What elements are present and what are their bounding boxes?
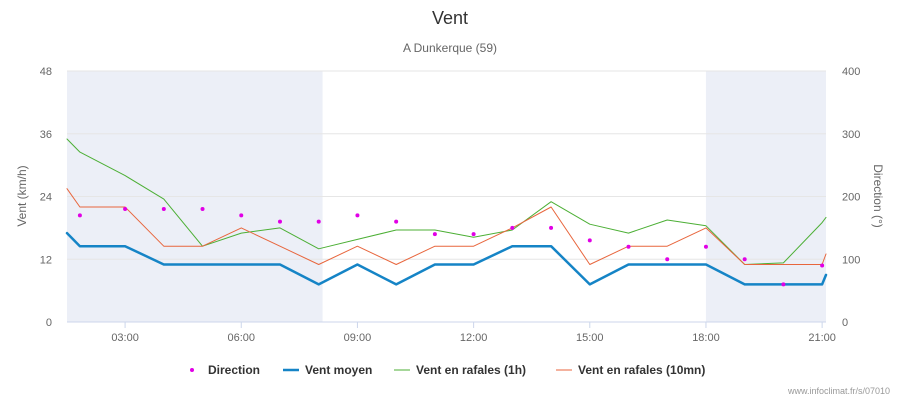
direction-point[interactable] bbox=[742, 257, 747, 262]
x-tick-label: 15:00 bbox=[576, 332, 604, 344]
direction-point[interactable] bbox=[355, 213, 360, 218]
direction-point[interactable] bbox=[549, 225, 554, 230]
direction-point[interactable] bbox=[123, 207, 128, 212]
direction-point[interactable] bbox=[626, 244, 631, 249]
y-left-tick-label: 0 bbox=[46, 317, 52, 329]
direction-point[interactable] bbox=[510, 225, 515, 230]
y-left-tick-label: 24 bbox=[40, 192, 52, 204]
series-line-vent-en-rafales-10mn[interactable] bbox=[66, 188, 827, 265]
grid-lines bbox=[67, 70, 826, 323]
direction-point[interactable] bbox=[394, 219, 399, 224]
direction-point[interactable] bbox=[316, 219, 321, 224]
y-right-tick-label: 200 bbox=[842, 192, 860, 204]
y-right-tick-label: 400 bbox=[842, 66, 860, 78]
chart-subtitle: A Dunkerque (59) bbox=[403, 41, 497, 55]
direction-point[interactable] bbox=[432, 232, 437, 237]
legend-item-direction[interactable]: Direction bbox=[190, 363, 260, 377]
legend-item-vent-moyen[interactable]: Vent moyen bbox=[283, 363, 372, 377]
y-axis-left: 0 12 24 36 48 bbox=[40, 66, 52, 329]
legend-label: Vent en rafales (1h) bbox=[416, 363, 526, 377]
y-left-tick-label: 12 bbox=[40, 254, 52, 266]
y-left-tick-label: 36 bbox=[40, 129, 52, 141]
y-axis-right-title: Direction (°) bbox=[871, 164, 885, 227]
plot-area bbox=[65, 138, 828, 287]
x-axis: 03:00 06:00 09:00 12:00 15:00 18:00 21:00 bbox=[111, 322, 836, 344]
chart-title: Vent bbox=[432, 8, 468, 28]
y-axis-right: 0 100 200 300 400 bbox=[842, 66, 860, 329]
x-tick-label: 06:00 bbox=[227, 332, 255, 344]
credits-link[interactable]: www.infoclimat.fr/s/07010 bbox=[787, 386, 890, 396]
series-line-vent-moyen[interactable] bbox=[65, 231, 828, 286]
x-tick-label: 12:00 bbox=[460, 332, 488, 344]
direction-point[interactable] bbox=[161, 207, 166, 212]
legend-label: Direction bbox=[208, 363, 260, 377]
direction-point[interactable] bbox=[665, 257, 670, 262]
direction-point[interactable] bbox=[587, 238, 592, 243]
legend-item-vent-en-rafales-10mn[interactable]: Vent en rafales (10mn) bbox=[556, 363, 705, 377]
legend-symbol bbox=[190, 368, 194, 372]
direction-point[interactable] bbox=[471, 232, 476, 237]
direction-point[interactable] bbox=[200, 207, 205, 212]
legend: Direction Vent moyen Vent en rafales (1h) V… bbox=[190, 363, 705, 377]
direction-point[interactable] bbox=[820, 263, 825, 268]
x-tick-label: 21:00 bbox=[808, 332, 836, 344]
x-tick-label: 03:00 bbox=[111, 332, 139, 344]
legend-label: Vent en rafales (10mn) bbox=[578, 363, 705, 377]
direction-point[interactable] bbox=[239, 213, 244, 218]
y-left-tick-label: 48 bbox=[40, 66, 52, 78]
direction-point[interactable] bbox=[77, 213, 82, 218]
x-tick-label: 09:00 bbox=[344, 332, 372, 344]
y-right-tick-label: 100 bbox=[842, 254, 860, 266]
direction-point[interactable] bbox=[781, 282, 786, 287]
legend-label: Vent moyen bbox=[305, 363, 372, 377]
x-tick-label: 18:00 bbox=[692, 332, 720, 344]
direction-point[interactable] bbox=[703, 244, 708, 249]
y-right-tick-label: 300 bbox=[842, 129, 860, 141]
series-line-vent-en-rafales-1h[interactable] bbox=[66, 138, 827, 265]
y-axis-left-title: Vent (km/h) bbox=[15, 165, 29, 226]
direction-point[interactable] bbox=[277, 219, 282, 224]
legend-item-vent-en-rafales-1h[interactable]: Vent en rafales (1h) bbox=[394, 363, 526, 377]
y-right-tick-label: 0 bbox=[842, 317, 848, 329]
series-direction bbox=[77, 207, 825, 287]
